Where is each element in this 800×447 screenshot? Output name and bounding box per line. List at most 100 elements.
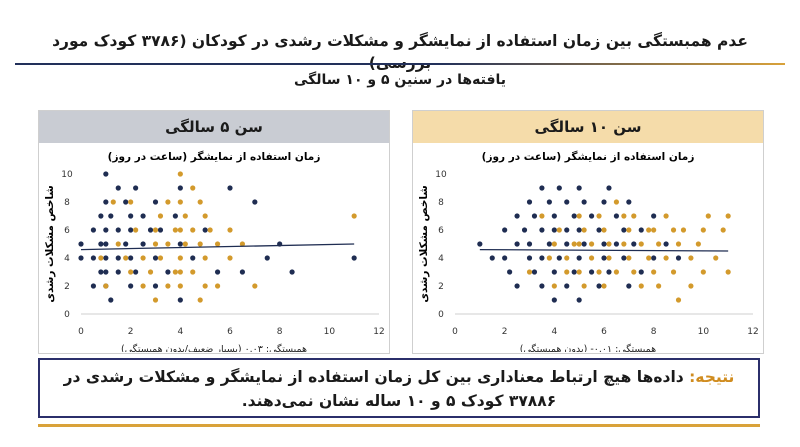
y-axis-label: شاخص مشکلات رشدی: [44, 185, 56, 302]
data-point-navy: [539, 227, 545, 233]
data-point-navy: [596, 283, 602, 289]
data-point-gold: [123, 255, 129, 261]
data-point-gold: [202, 283, 208, 289]
y-tick-label: 10: [435, 170, 447, 180]
data-point-navy: [514, 283, 520, 289]
data-point-navy: [227, 185, 233, 191]
data-point-gold: [606, 255, 612, 261]
data-point-gold: [140, 255, 146, 261]
data-point-navy: [521, 227, 528, 233]
data-point-navy: [103, 199, 109, 205]
data-point-navy: [502, 255, 508, 261]
data-point-navy: [564, 241, 570, 247]
data-point-navy: [152, 199, 159, 205]
data-point-navy: [539, 185, 545, 191]
data-point-gold: [601, 227, 607, 233]
data-point-gold: [103, 283, 109, 289]
conclusion-box: نتیجه: داده‌ها هیچ ارتباط معناداری بین ک…: [38, 358, 760, 418]
x-tick-label: 4: [551, 327, 557, 337]
conclusion-lead: نتیجه:: [689, 368, 735, 386]
data-point-navy: [140, 213, 146, 219]
data-point-navy: [663, 241, 669, 247]
data-point-navy: [613, 241, 620, 247]
data-point-gold: [152, 227, 159, 233]
data-point-gold: [227, 255, 233, 261]
data-point-navy: [507, 269, 513, 275]
data-point-navy: [613, 213, 620, 219]
data-point-navy: [571, 213, 577, 219]
correlation-label: همبستگی: ۰.۰۱- (بدون همبستگی): [520, 343, 656, 352]
data-point-navy: [133, 269, 139, 275]
data-point-navy: [631, 241, 637, 247]
panel-age-5: سن ۵ سالگی زمان استفاده از نمایشگر (ساعت…: [38, 110, 390, 354]
data-point-gold: [638, 241, 644, 247]
data-point-navy: [638, 269, 644, 275]
data-point-navy: [103, 227, 109, 233]
data-point-navy: [588, 269, 595, 275]
y-tick-label: 2: [64, 282, 70, 292]
data-point-navy: [576, 227, 582, 233]
data-point-navy: [103, 269, 109, 275]
data-point-gold: [551, 241, 557, 247]
data-point-gold: [700, 227, 706, 233]
data-point-gold: [197, 297, 203, 303]
data-point-gold: [551, 283, 557, 289]
data-point-gold: [556, 227, 562, 233]
data-point-gold: [720, 227, 726, 233]
data-point-navy: [128, 283, 134, 289]
data-point-navy: [108, 297, 114, 303]
data-point-gold: [177, 227, 183, 233]
data-point-gold: [227, 227, 233, 233]
data-point-gold: [177, 269, 183, 275]
data-point-navy: [581, 199, 587, 205]
data-point-gold: [576, 241, 582, 247]
data-point-navy: [90, 255, 97, 261]
data-point-navy: [564, 227, 570, 233]
data-point-gold: [140, 283, 146, 289]
data-point-navy: [128, 213, 134, 219]
data-point-gold: [177, 255, 183, 261]
y-axis-label: شاخص مشکلات رشدی: [418, 185, 430, 302]
data-point-gold: [596, 213, 602, 219]
data-point-gold: [621, 241, 627, 247]
data-point-navy: [98, 213, 104, 219]
y-tick-label: 6: [64, 226, 70, 236]
data-point-gold: [596, 269, 602, 275]
data-point-navy: [556, 185, 562, 191]
data-point-gold: [725, 213, 731, 219]
data-point-navy: [202, 227, 208, 233]
x-tick-label: 4: [177, 327, 183, 337]
data-point-navy: [147, 227, 154, 233]
y-tick-label: 4: [64, 254, 70, 264]
x-tick-label: 6: [227, 327, 233, 337]
data-point-gold: [539, 213, 545, 219]
data-point-navy: [239, 269, 246, 275]
data-point-navy: [576, 185, 582, 191]
data-point-gold: [190, 269, 196, 275]
data-point-gold: [202, 255, 208, 261]
data-point-navy: [514, 241, 520, 247]
data-point-gold: [651, 227, 657, 233]
data-point-gold: [165, 283, 171, 289]
data-point-gold: [128, 199, 134, 205]
chart-title: زمان استفاده از نمایشگر (ساعت در روز): [482, 150, 695, 163]
data-point-navy: [502, 227, 508, 233]
data-point-gold: [688, 255, 694, 261]
data-point-gold: [172, 269, 178, 275]
data-point-navy: [556, 255, 562, 261]
data-point-navy: [551, 269, 557, 275]
data-point-navy: [606, 185, 612, 191]
data-point-gold: [646, 227, 652, 233]
data-point-navy: [165, 269, 171, 275]
data-point-gold: [202, 213, 208, 219]
data-point-gold: [725, 269, 731, 275]
data-point-navy: [115, 227, 121, 233]
x-tick-label: 8: [277, 327, 283, 337]
data-point-gold: [182, 241, 188, 247]
panel-title-age-10: سن ۱۰ سالگی: [413, 111, 763, 143]
panel-title-age-5: سن ۵ سالگی: [39, 111, 389, 143]
data-point-gold: [128, 269, 134, 275]
data-point-gold: [576, 269, 582, 275]
data-point-navy: [606, 269, 612, 275]
y-tick-label: 10: [61, 170, 73, 180]
